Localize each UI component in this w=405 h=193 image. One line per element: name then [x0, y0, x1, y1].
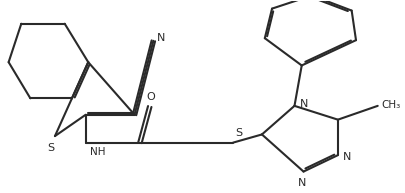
Text: N: N [298, 99, 307, 109]
Text: N: N [157, 33, 165, 43]
Text: S: S [234, 128, 241, 138]
Text: N: N [298, 179, 306, 189]
Text: S: S [47, 143, 54, 153]
Text: NH: NH [90, 147, 105, 157]
Text: N: N [342, 152, 350, 162]
Text: CH₃: CH₃ [381, 100, 400, 110]
Text: O: O [146, 92, 155, 102]
